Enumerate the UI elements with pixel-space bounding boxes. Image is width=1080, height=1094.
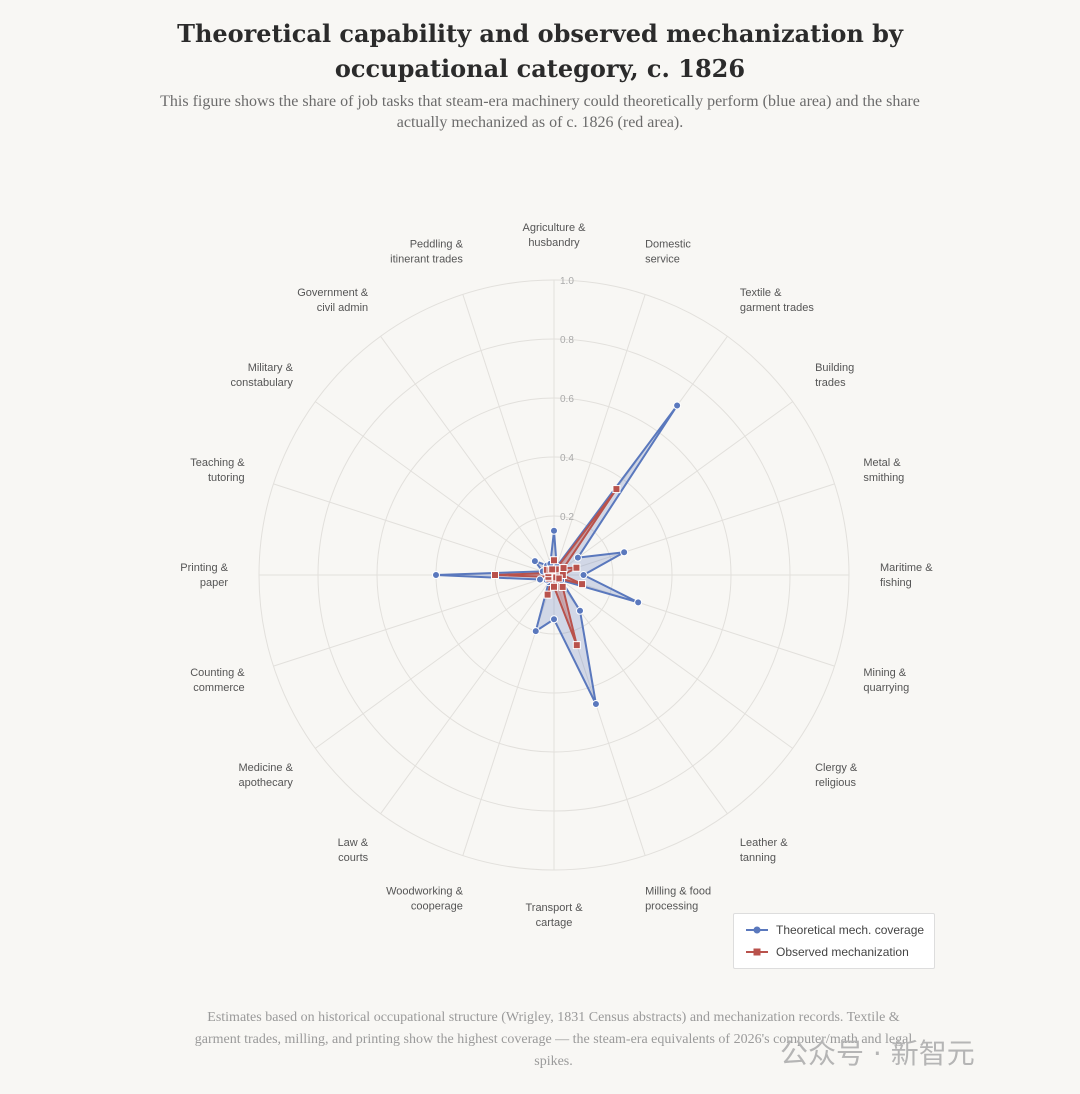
category-label: Woodworking & cooperage (386, 885, 463, 912)
grid-spoke (380, 574, 555, 814)
data-point-theoretical (530, 557, 539, 566)
grid-spoke (553, 574, 793, 749)
data-point-theoretical (573, 553, 582, 562)
data-point-theoretical (591, 700, 600, 709)
data-point-theoretical (576, 606, 585, 615)
grid-spoke (273, 483, 555, 576)
legend-label: Observed mechanization (776, 945, 909, 959)
category-label: Counting & commerce (190, 667, 245, 694)
data-point-theoretical (579, 571, 588, 579)
grid-spoke (553, 574, 728, 814)
category-label: Maritime & fishing (880, 562, 933, 589)
category-label: Leather & tanning (740, 837, 788, 864)
circle-marker-icon (746, 926, 768, 934)
grid-spoke (315, 574, 555, 749)
watermark: 公众号 · 新智元 (780, 1037, 975, 1070)
category-label: Transport & cartage (525, 902, 583, 929)
series-area-theoretical (435, 404, 679, 706)
category-label: Textile & garment trades (740, 287, 814, 314)
data-point-theoretical (620, 548, 629, 557)
category-label: Medicine & apothecary (238, 762, 293, 789)
data-point-theoretical (550, 615, 558, 624)
data-point-observed (491, 571, 499, 579)
category-label: Agriculture & husbandry (523, 222, 587, 249)
radial-tick-label: 0.2 (560, 512, 574, 523)
category-label: Milling & food processing (645, 885, 711, 912)
data-point-theoretical (673, 401, 682, 410)
data-point-observed (572, 641, 581, 650)
grid-spoke (553, 574, 646, 856)
data-point-observed (578, 580, 587, 589)
legend-label: Theoretical mech. coverage (776, 923, 925, 937)
data-point-observed (558, 582, 567, 591)
data-point-observed (572, 563, 581, 572)
grid-spoke (553, 574, 835, 667)
grid-spoke (315, 401, 555, 576)
grid-spoke (553, 401, 793, 576)
grid-spoke (273, 574, 555, 667)
radial-tick-label: 0.4 (560, 453, 574, 464)
chart-subtitle: This figure shows the share of job tasks… (160, 93, 920, 131)
chart-footnote: Estimates based on historical occupation… (194, 1010, 913, 1069)
grid-spoke (380, 336, 555, 576)
data-point-observed (543, 590, 552, 599)
data-point-observed (548, 565, 557, 574)
category-label: Mining & quarrying (863, 667, 909, 694)
data-point-theoretical (634, 598, 643, 607)
grid-spoke (553, 483, 835, 576)
radial-tick-label: 0.6 (560, 394, 574, 405)
legend: Theoretical mech. coverage Observed mech… (733, 913, 935, 969)
grid-spoke (462, 294, 555, 576)
category-label: Teaching & tutoring (190, 457, 245, 484)
grid-spoke (553, 294, 646, 576)
category-label: Printing & paper (180, 562, 228, 589)
data-point-observed (559, 564, 568, 573)
legend-item-theoretical[interactable]: Theoretical mech. coverage (746, 923, 924, 937)
category-label: Building trades (815, 362, 854, 389)
category-label: Metal & smithing (863, 457, 904, 484)
data-point-observed (550, 582, 558, 591)
data-point-theoretical (432, 571, 440, 579)
square-marker-icon (746, 948, 768, 956)
category-label: Government & civil admin (297, 287, 369, 314)
data-point-theoretical (535, 575, 544, 584)
legend-item-observed[interactable]: Observed mechanization (746, 945, 909, 959)
radial-tick-label: 0.8 (560, 335, 574, 346)
category-label: Domestic service (645, 239, 691, 266)
chart-title: Theoretical capability and observed mech… (177, 19, 903, 83)
category-label: Peddling & itinerant trades (390, 239, 463, 266)
data-point-observed (554, 574, 563, 583)
data-point-observed (550, 556, 558, 565)
category-label: Military & constabulary (231, 362, 294, 389)
radial-tick-label: 1.0 (560, 276, 574, 287)
data-point-theoretical (550, 526, 558, 535)
data-point-observed (612, 485, 621, 494)
data-point-theoretical (531, 627, 540, 636)
category-label: Law & courts (338, 837, 369, 864)
category-label: Clergy & religious (815, 762, 858, 789)
